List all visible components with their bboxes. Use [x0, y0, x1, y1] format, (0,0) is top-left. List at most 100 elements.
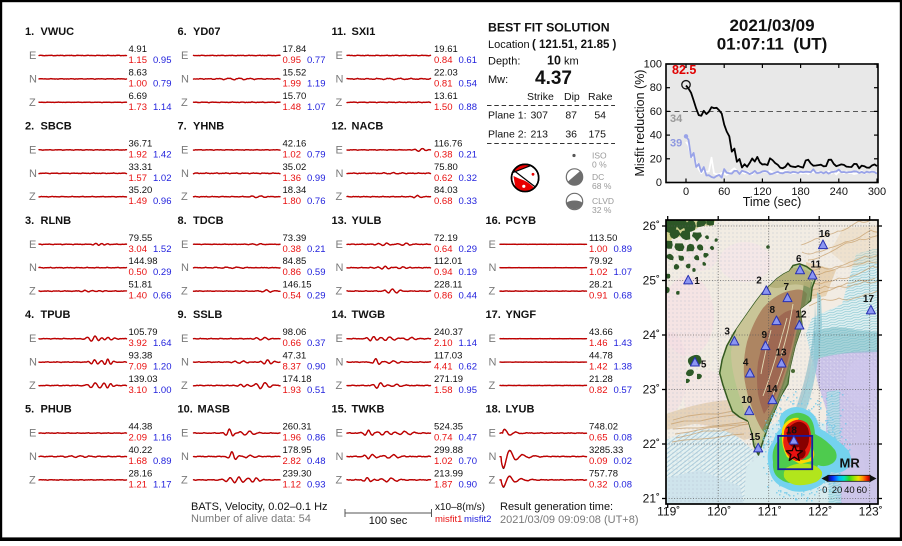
- svg-text:1.92: 1.92: [129, 149, 148, 160]
- svg-text:Z: Z: [336, 97, 343, 109]
- svg-text:0.86: 0.86: [434, 291, 453, 302]
- svg-text:139.03: 139.03: [129, 374, 158, 385]
- svg-text:N: N: [181, 262, 189, 274]
- svg-text:43.66: 43.66: [589, 327, 613, 338]
- svg-text:N: N: [336, 451, 344, 463]
- svg-text:5.: 5.: [25, 404, 34, 416]
- svg-text:0.08: 0.08: [614, 479, 633, 490]
- svg-text:Mw:: Mw:: [488, 74, 508, 86]
- svg-text:1.42: 1.42: [589, 362, 608, 373]
- svg-text:Z: Z: [489, 286, 496, 298]
- svg-text:18.34: 18.34: [283, 185, 307, 196]
- svg-text:40: 40: [844, 485, 855, 496]
- svg-text:DC: DC: [592, 172, 604, 182]
- svg-text:19.61: 19.61: [434, 44, 458, 55]
- svg-text:1.93: 1.93: [283, 385, 302, 396]
- svg-text:0.84: 0.84: [434, 55, 453, 66]
- svg-text:BEST FIT SOLUTION: BEST FIT SOLUTION: [488, 21, 610, 35]
- svg-text:15: 15: [749, 432, 761, 443]
- svg-text:35.20: 35.20: [129, 185, 153, 196]
- svg-text:1.02: 1.02: [283, 149, 302, 160]
- svg-text:7.09: 7.09: [129, 362, 148, 373]
- svg-text:8.63: 8.63: [129, 67, 148, 78]
- svg-text:2.10: 2.10: [434, 338, 453, 349]
- svg-text:N: N: [336, 168, 344, 180]
- svg-text:68 %: 68 %: [592, 181, 612, 191]
- svg-text:E: E: [29, 239, 36, 251]
- svg-text:1.58: 1.58: [434, 385, 453, 396]
- svg-text:Z: Z: [29, 191, 36, 203]
- svg-text:1.02: 1.02: [153, 173, 172, 184]
- svg-text:SSLB: SSLB: [193, 309, 222, 321]
- svg-text:km: km: [564, 56, 579, 68]
- svg-text:0.37: 0.37: [307, 338, 326, 349]
- svg-text:12: 12: [795, 309, 807, 320]
- svg-text:N: N: [489, 262, 497, 274]
- svg-text:1.73: 1.73: [129, 102, 148, 113]
- svg-text:N: N: [181, 168, 189, 180]
- svg-text:2: 2: [756, 276, 762, 287]
- svg-text:N: N: [181, 73, 189, 85]
- svg-text:0.47: 0.47: [459, 433, 478, 444]
- svg-text:0: 0: [822, 485, 827, 496]
- svg-text:1.46: 1.46: [589, 338, 608, 349]
- svg-text:0.90: 0.90: [459, 479, 478, 490]
- svg-text:757.78: 757.78: [589, 468, 618, 479]
- svg-text:79.55: 79.55: [129, 233, 153, 244]
- svg-text:2021/03/09: 2021/03/09: [729, 16, 814, 35]
- svg-text:87: 87: [565, 110, 577, 122]
- svg-text:0.70: 0.70: [459, 456, 478, 467]
- svg-text:16: 16: [819, 229, 831, 240]
- svg-text:0.79: 0.79: [307, 149, 326, 160]
- svg-text:40: 40: [650, 130, 662, 142]
- svg-text:80: 80: [650, 82, 662, 94]
- svg-text:E: E: [29, 428, 36, 440]
- svg-text:44.78: 44.78: [589, 351, 613, 362]
- svg-text:11.: 11.: [332, 26, 347, 38]
- svg-text:4.91: 4.91: [129, 44, 148, 55]
- svg-text:13.: 13.: [332, 215, 347, 227]
- svg-text:SBCB: SBCB: [41, 120, 72, 132]
- svg-text:25˚: 25˚: [643, 274, 660, 288]
- svg-text:TWKB: TWKB: [352, 404, 385, 416]
- svg-text:1.21: 1.21: [129, 479, 148, 490]
- svg-text:119˚: 119˚: [657, 505, 680, 519]
- svg-text:524.35: 524.35: [434, 422, 463, 433]
- svg-text:60: 60: [650, 106, 662, 118]
- svg-text:116.76: 116.76: [434, 138, 462, 149]
- svg-text:Z: Z: [29, 380, 36, 392]
- svg-text:0.50: 0.50: [129, 267, 148, 278]
- svg-text:0.93: 0.93: [307, 479, 326, 490]
- svg-text:0.29: 0.29: [459, 244, 478, 255]
- svg-text:60: 60: [718, 186, 730, 198]
- svg-text:12.: 12.: [332, 120, 347, 132]
- svg-text:1.: 1.: [25, 26, 34, 38]
- svg-text:4.: 4.: [25, 309, 34, 321]
- svg-text:1.43: 1.43: [614, 338, 633, 349]
- svg-text:5: 5: [701, 359, 707, 370]
- svg-text:42.16: 42.16: [283, 138, 307, 149]
- svg-text:0.86: 0.86: [283, 267, 302, 278]
- svg-text:26˚: 26˚: [643, 219, 660, 233]
- svg-text:105.79: 105.79: [129, 327, 158, 338]
- svg-text:E: E: [29, 50, 36, 62]
- svg-text:0: 0: [683, 186, 689, 198]
- svg-text:79.92: 79.92: [589, 256, 613, 267]
- svg-text:YHNB: YHNB: [193, 120, 224, 132]
- svg-text:0.21: 0.21: [307, 244, 326, 255]
- svg-text:100 sec: 100 sec: [369, 515, 408, 527]
- svg-text:144.98: 144.98: [129, 256, 158, 267]
- svg-text:6: 6: [796, 254, 802, 265]
- svg-text:Z: Z: [336, 380, 343, 392]
- svg-text:0.33: 0.33: [459, 196, 478, 207]
- svg-text:0.54: 0.54: [459, 78, 478, 89]
- svg-text:17.84: 17.84: [283, 44, 307, 55]
- svg-text:75.80: 75.80: [434, 162, 458, 173]
- svg-text:14: 14: [767, 384, 779, 395]
- svg-text:1.19: 1.19: [307, 78, 326, 89]
- svg-text:1.64: 1.64: [153, 338, 172, 349]
- svg-text:307: 307: [530, 110, 548, 122]
- svg-text:RLNB: RLNB: [41, 215, 72, 227]
- svg-text:SXI1: SXI1: [352, 26, 376, 38]
- svg-text:240: 240: [830, 186, 848, 198]
